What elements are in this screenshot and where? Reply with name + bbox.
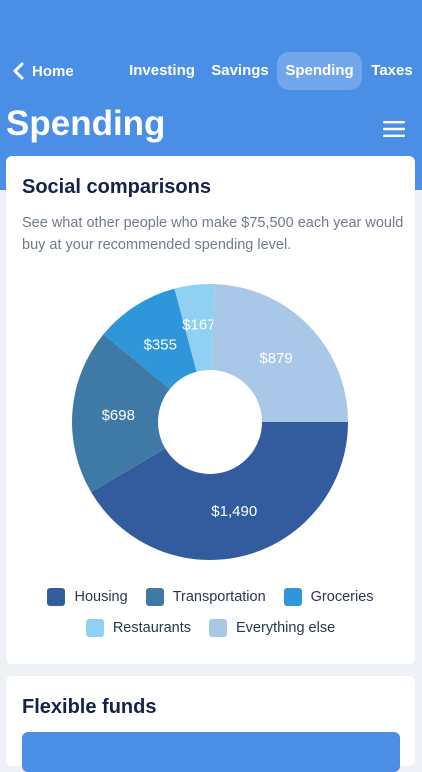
tab-spending[interactable]: Spending xyxy=(277,52,362,90)
slice-value-label: $879 xyxy=(259,350,292,367)
chart-legend-row-1: Housing Transportation Groceries xyxy=(6,588,415,606)
slice-value-label: $167 xyxy=(182,317,215,334)
flexible-funds-title: Flexible funds xyxy=(22,696,157,718)
legend-label: Restaurants xyxy=(112,620,192,636)
page-title: Spending xyxy=(6,104,166,143)
slice-everything-else xyxy=(211,284,348,422)
spending-donut-chart: $1,490 $698 $355 $167 $879 xyxy=(72,284,349,560)
legend-swatch xyxy=(47,588,66,606)
slice-housing xyxy=(91,422,349,560)
legend-item-housing: Housing xyxy=(47,588,128,606)
top-nav: Home Investing Savings Spending Taxes xyxy=(0,52,422,90)
slice-transportation xyxy=(72,334,170,493)
legend-label: Groceries xyxy=(310,589,374,605)
slice-restaurants xyxy=(174,284,215,372)
legend-label: Housing xyxy=(74,589,128,605)
legend-swatch xyxy=(85,619,104,637)
chart-legend-row-2: Restaurants Everything else xyxy=(6,619,415,637)
slice-value-label: $1,490 xyxy=(211,503,257,520)
social-comparisons-card: Social comparisons See what other people… xyxy=(6,156,415,664)
hamburger-menu-icon[interactable] xyxy=(383,120,405,138)
chevron-left-icon xyxy=(13,62,24,80)
flexible-funds-card: Flexible funds xyxy=(6,676,415,772)
social-comparisons-title: Social comparisons xyxy=(22,176,211,198)
legend-swatch xyxy=(209,619,228,637)
back-label: Home xyxy=(32,62,74,80)
legend-item-groceries: Groceries xyxy=(283,588,374,606)
legend-item-restaurants: Restaurants xyxy=(85,619,192,637)
legend-label: Everything else xyxy=(236,620,336,636)
social-comparisons-description: See what other people who make $75,500 e… xyxy=(22,215,404,253)
legend-item-everything-else: Everything else xyxy=(209,619,335,637)
back-button[interactable]: Home xyxy=(12,52,74,90)
legend-item-transportation: Transportation xyxy=(145,588,266,606)
legend-swatch xyxy=(283,588,302,606)
flexible-funds-bar[interactable] xyxy=(22,732,400,772)
tab-taxes[interactable]: Taxes xyxy=(371,62,413,79)
legend-swatch xyxy=(145,588,164,606)
slice-value-label: $698 xyxy=(102,407,135,424)
legend-label: Transportation xyxy=(172,589,266,605)
slice-groceries xyxy=(103,288,197,389)
tab-investing[interactable]: Investing xyxy=(129,62,195,79)
tab-savings[interactable]: Savings xyxy=(211,62,269,79)
slice-value-label: $355 xyxy=(144,337,177,354)
